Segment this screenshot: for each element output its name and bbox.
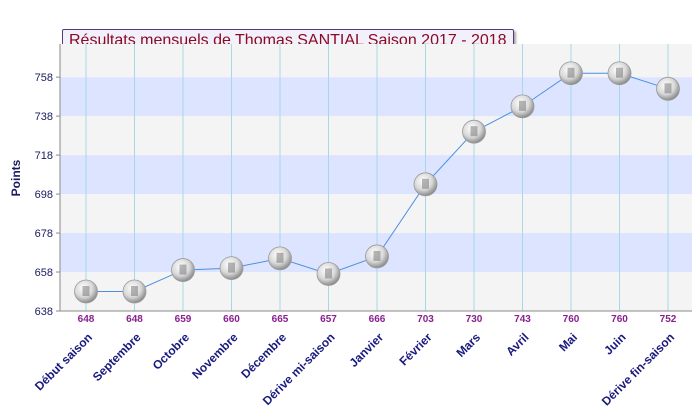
data-value-label: 648 bbox=[78, 314, 95, 325]
x-tick-label: Janvier bbox=[347, 330, 387, 370]
y-tick-label: 678 bbox=[35, 228, 53, 240]
x-tick-label: Septembre bbox=[90, 330, 144, 384]
data-value-label: 665 bbox=[272, 314, 289, 325]
data-value-label: 657 bbox=[320, 314, 337, 325]
x-tick-label: Mars bbox=[453, 330, 483, 360]
x-tick-label: Juin bbox=[601, 330, 628, 357]
data-value-label: 648 bbox=[126, 314, 143, 325]
y-axis-label: Points bbox=[9, 159, 23, 196]
y-tick-label: 638 bbox=[35, 306, 53, 318]
grid-band bbox=[60, 155, 692, 195]
y-tick-label: 718 bbox=[35, 150, 53, 162]
data-value-label: 743 bbox=[514, 314, 531, 325]
data-point[interactable] bbox=[462, 119, 486, 144]
grid-band bbox=[60, 116, 692, 156]
y-tick-label: 698 bbox=[35, 189, 53, 201]
y-tick-label: 658 bbox=[35, 267, 53, 279]
x-tick-label: Octobre bbox=[150, 330, 193, 373]
data-point[interactable] bbox=[559, 61, 583, 86]
data-point[interactable] bbox=[122, 279, 147, 304]
x-tick-label: Février bbox=[396, 330, 434, 368]
x-tick-label: Début saison bbox=[32, 330, 95, 393]
grid-band bbox=[60, 272, 692, 311]
data-value-label: 760 bbox=[611, 314, 628, 325]
x-tick-label: Novembre bbox=[189, 330, 241, 382]
data-value-label: 660 bbox=[223, 314, 240, 325]
grid-band bbox=[60, 194, 692, 234]
data-value-label: 703 bbox=[417, 314, 434, 325]
data-point[interactable] bbox=[171, 258, 195, 282]
data-point[interactable] bbox=[219, 256, 244, 281]
x-tick-label: Décembre bbox=[238, 330, 289, 381]
grid-band bbox=[60, 77, 692, 117]
data-point[interactable] bbox=[316, 262, 341, 286]
y-tick-label: 738 bbox=[35, 111, 53, 123]
data-point[interactable] bbox=[510, 94, 535, 119]
data-point[interactable] bbox=[413, 172, 438, 197]
data-point[interactable] bbox=[365, 244, 389, 269]
data-point[interactable] bbox=[607, 61, 632, 86]
x-tick-label: Avril bbox=[503, 330, 531, 358]
data-value-label: 659 bbox=[175, 314, 192, 325]
data-point[interactable] bbox=[656, 76, 680, 101]
data-point[interactable] bbox=[268, 246, 292, 271]
y-tick-label: 758 bbox=[35, 72, 53, 84]
grid-band bbox=[60, 44, 692, 78]
data-value-label: 666 bbox=[369, 314, 386, 325]
data-point[interactable] bbox=[74, 279, 98, 304]
x-tick-label: Mai bbox=[556, 330, 580, 354]
data-value-label: 752 bbox=[660, 314, 677, 325]
data-value-label: 760 bbox=[563, 314, 580, 325]
data-value-label: 730 bbox=[466, 314, 483, 325]
